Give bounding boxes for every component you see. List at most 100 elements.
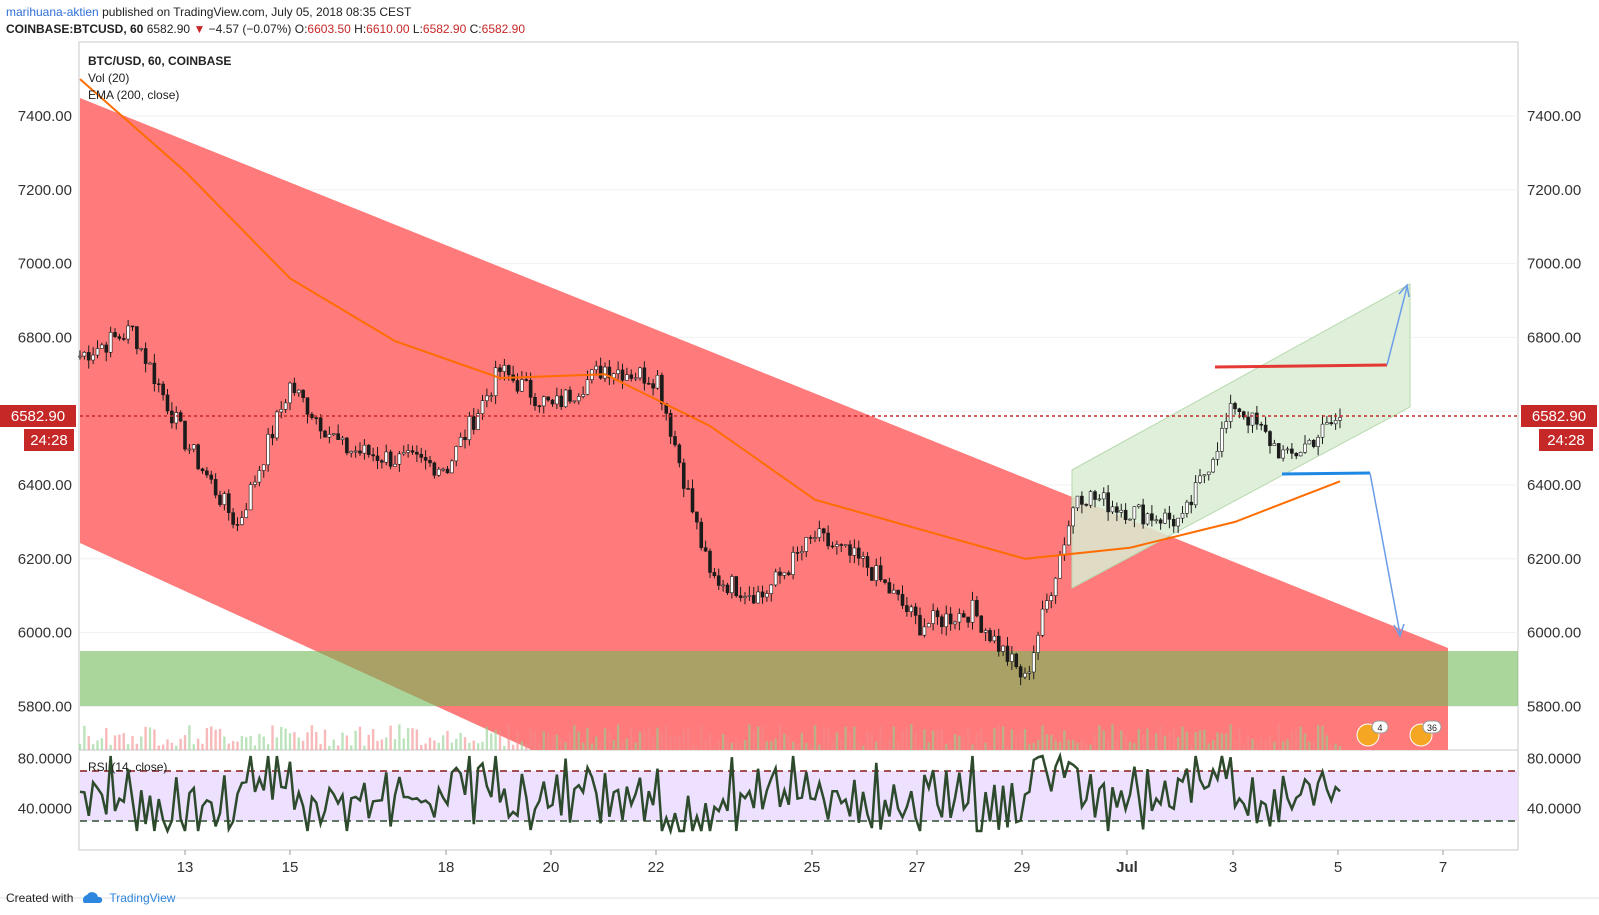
volume-bar [433,740,436,750]
candle-body [1198,475,1202,483]
created-with-label: Created with [6,891,74,905]
candle-body [878,565,883,581]
volume-bar [166,739,169,750]
candle-body [1220,428,1224,452]
candle-body [747,595,752,597]
volume-bar [1229,724,1232,750]
y-tick-label: 6800.00 [18,329,72,346]
support-line[interactable] [1281,471,1371,476]
candle-body [1211,459,1215,473]
volume-bar [463,737,467,750]
candle-body [1307,440,1312,445]
volume-bar [673,736,677,750]
volume-bar [1163,735,1167,750]
volume-bar [1316,724,1320,750]
volume-bar [507,724,510,750]
volume-bar [809,743,812,750]
candle-body [642,367,647,384]
high-value: 6610.00 [366,22,410,36]
symbol-label[interactable]: COINBASE:BTCUSD, 60 [6,22,144,36]
candle-body [231,512,235,525]
candle-body [441,468,445,471]
volume-bar [472,740,475,750]
volume-bar [669,736,672,750]
tradingview-link[interactable]: TradingView [109,891,176,905]
volume-bar [223,736,226,750]
candle-body [266,434,270,466]
candle-body [388,451,393,467]
volume-bar [529,728,532,750]
volume-bar [1181,726,1184,750]
y-tick-label: 6400.00 [18,477,72,494]
legend-rsi[interactable]: RSI (14, close) [88,760,167,774]
y-axis-right: 7400.007200.007000.006800.006600.006400.… [1527,108,1581,715]
ohlc-line: COINBASE:BTCUSD, 60 6582.90 ▼ −4.57 (−0.… [6,21,525,38]
legend-ema[interactable]: EMA (200, close) [88,88,179,102]
candle-body [918,615,922,636]
candle-body [248,484,253,511]
candle-body [170,410,174,424]
volume-bar [363,745,366,750]
candle-body [1058,555,1062,579]
volume-bar [236,741,239,750]
volume-bar [1032,743,1035,750]
bullish-arrow[interactable] [1386,286,1408,366]
legend-title[interactable]: BTC/USD, 60, COINBASE [88,54,231,68]
candle-body [174,412,179,424]
x-tick-label: 7 [1439,859,1447,876]
volume-bar [616,724,620,750]
y-tick-label: 7200.00 [18,182,72,199]
candle-body [471,416,476,430]
y-tick-label: 6000.00 [1527,625,1581,642]
y-tick-label: 7200.00 [1527,182,1581,199]
volume-bar [1133,743,1136,750]
open-label: O: [294,22,308,36]
volume-bar [1041,725,1044,750]
volume-bar [1303,733,1307,750]
candle-body [922,626,927,636]
candle-body [966,616,970,623]
author-link[interactable]: marihuana-aktien [6,5,99,19]
volume-bar [1036,740,1040,750]
volume-bar [577,731,580,750]
y-tick-label: 7400.00 [1527,108,1581,125]
volume-bar [783,734,786,750]
candle-body [786,572,791,575]
volume-bar [1155,733,1158,750]
candle-body [1255,412,1259,425]
candle-body [1316,436,1320,447]
volume-bar [227,743,230,750]
candle-body [148,362,152,365]
volume-bar [468,742,471,750]
bearish-arrow[interactable] [1369,472,1401,635]
candle-body [1010,653,1014,662]
footer: Created with TradingView [6,891,175,905]
candle-body [397,453,402,465]
volume-bar [1220,733,1224,750]
candle-body [78,355,82,358]
rsi-tick-label: 80.0000 [18,751,72,768]
candle-body [900,594,905,606]
x-tick-label: 27 [909,859,926,876]
volume-bar [1238,728,1241,750]
volume-bar [332,739,335,750]
volume-bar [240,736,244,750]
candle-body [756,591,760,604]
candle-body [432,462,437,476]
candle-body [336,433,340,440]
volume-bar [140,736,143,750]
candle-body [200,468,205,472]
volume-bar [1338,745,1342,750]
volume-bar [258,733,261,750]
volume-bar [621,741,624,750]
volume-bar [131,735,134,750]
candle-body [1193,482,1198,506]
volume-bar [1290,731,1294,750]
legend-volume[interactable]: Vol (20) [88,71,129,85]
resistance-line[interactable] [1214,363,1388,369]
candle-body [848,544,852,556]
volume-bar [940,729,944,750]
y-tick-label: 6000.00 [18,625,72,642]
candle-body [1031,652,1036,673]
